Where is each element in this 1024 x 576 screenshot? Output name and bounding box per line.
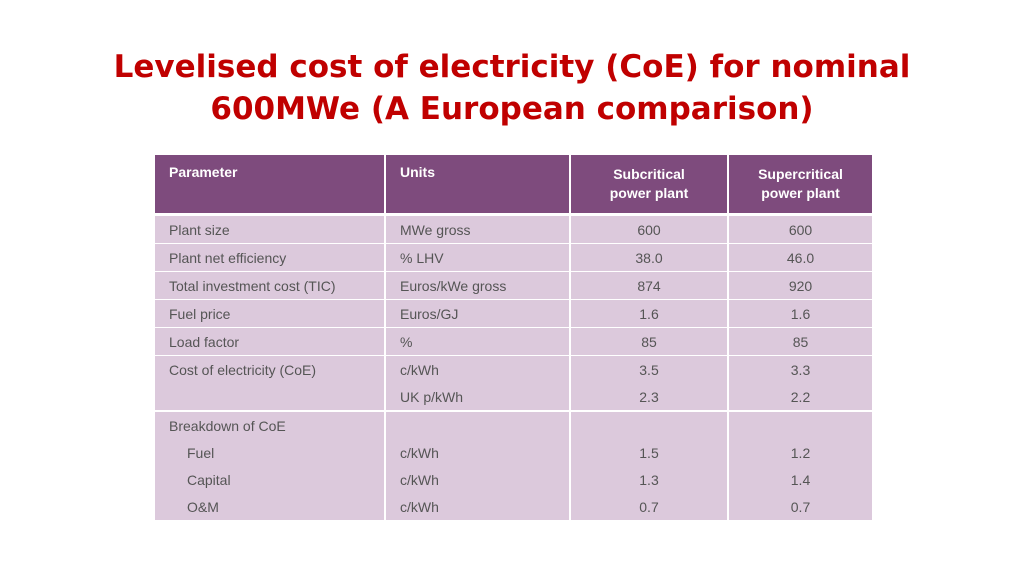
cell-subcritical: 2.3	[570, 383, 729, 411]
cell-units: Euros/kWe gross	[385, 271, 571, 300]
cell-units: c/kWh	[385, 355, 571, 383]
title-line-1: Levelised cost of electricity (CoE) for …	[113, 49, 911, 85]
table-row: Total investment cost (TIC) Euros/kWe gr…	[155, 271, 872, 300]
cell-parameter: Capital	[155, 466, 386, 493]
cell-units: Euros/GJ	[385, 299, 571, 328]
header-supercritical-line1: Supercritical	[758, 166, 843, 182]
cell-units: c/kWh	[385, 466, 571, 493]
cell-subcritical: 1.6	[570, 299, 729, 328]
cell-supercritical: 46.0	[728, 243, 872, 272]
header-subcritical-line2: power plant	[609, 185, 689, 201]
header-parameter: Parameter	[155, 155, 386, 215]
header-subcritical: Subcritical power plant	[570, 155, 729, 215]
table-header-row: Parameter Units Subcritical power plant …	[155, 155, 872, 215]
cell-parameter: Cost of electricity (CoE)	[155, 355, 386, 383]
table-row: Plant net efficiency % LHV 38.0 46.0	[155, 243, 872, 272]
cell-supercritical: 920	[728, 271, 872, 300]
cell-parameter: O&M	[155, 493, 386, 520]
cell-units: % LHV	[385, 243, 571, 272]
cell-parameter: Total investment cost (TIC)	[155, 271, 386, 300]
cell-subcritical: 0.7	[570, 493, 729, 520]
cell-supercritical: 1.6	[728, 299, 872, 328]
cell-supercritical	[728, 410, 872, 439]
title-line-2: 600MWe (A European comparison)	[210, 91, 814, 127]
header-subcritical-line1: Subcritical	[613, 166, 685, 182]
cell-supercritical: 0.7	[728, 493, 872, 520]
table-row: Cost of electricity (CoE) c/kWh 3.5 3.3	[155, 355, 872, 383]
cell-subcritical: 3.5	[570, 355, 729, 383]
cell-units	[385, 410, 571, 439]
cell-subcritical: 85	[570, 327, 729, 356]
header-units: Units	[385, 155, 571, 215]
cell-subcritical: 1.3	[570, 466, 729, 493]
cell-supercritical: 85	[728, 327, 872, 356]
cell-subcritical: 600	[570, 213, 729, 244]
breakdown-header-row: Breakdown of CoE	[155, 410, 872, 439]
header-supercritical: Supercritical power plant	[728, 155, 872, 215]
breakdown-row: Capital c/kWh 1.3 1.4	[155, 466, 872, 493]
cell-supercritical: 3.3	[728, 355, 872, 383]
breakdown-row: O&M c/kWh 0.7 0.7	[155, 493, 872, 520]
breakdown-label: Breakdown of CoE	[155, 410, 386, 439]
breakdown-row: Fuel c/kWh 1.5 1.2	[155, 439, 872, 466]
cell-units: c/kWh	[385, 493, 571, 520]
cell-supercritical: 1.4	[728, 466, 872, 493]
cell-subcritical: 38.0	[570, 243, 729, 272]
coe-comparison-table: Parameter Units Subcritical power plant …	[155, 155, 872, 520]
cell-supercritical: 2.2	[728, 383, 872, 411]
cell-parameter: Plant net efficiency	[155, 243, 386, 272]
cell-supercritical: 1.2	[728, 439, 872, 466]
cell-parameter: Fuel	[155, 439, 386, 466]
cell-units: %	[385, 327, 571, 356]
cell-supercritical: 600	[728, 213, 872, 244]
cell-parameter: Fuel price	[155, 299, 386, 328]
cell-parameter: Load factor	[155, 327, 386, 356]
table-row: Plant size MWe gross 600 600	[155, 213, 872, 244]
cell-units: c/kWh	[385, 439, 571, 466]
cell-subcritical	[570, 410, 729, 439]
cell-parameter	[155, 383, 386, 411]
cell-parameter: Plant size	[155, 213, 386, 244]
header-supercritical-line2: power plant	[761, 185, 840, 201]
cell-units: UK p/kWh	[385, 383, 571, 411]
cell-units: MWe gross	[385, 213, 571, 244]
table-row: Fuel price Euros/GJ 1.6 1.6	[155, 299, 872, 328]
slide-title: Levelised cost of electricity (CoE) for …	[100, 46, 924, 130]
table-row: Load factor % 85 85	[155, 327, 872, 356]
cell-subcritical: 1.5	[570, 439, 729, 466]
table-row: UK p/kWh 2.3 2.2	[155, 383, 872, 411]
cell-subcritical: 874	[570, 271, 729, 300]
